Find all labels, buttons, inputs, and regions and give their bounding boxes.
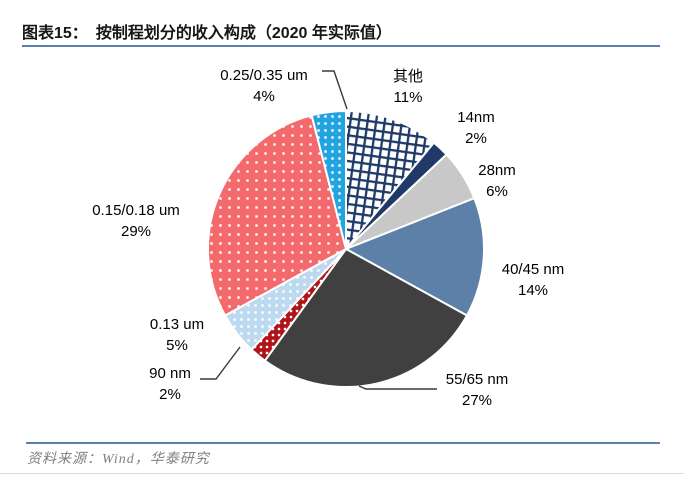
footer-rule [26, 442, 660, 444]
leader-line [200, 346, 241, 380]
source-caption: 资料来源：Wind，华泰研究 [27, 452, 210, 467]
leader-line [322, 70, 348, 110]
pie-slice-4 [345, 197, 485, 317]
pie-slice-8 [207, 114, 347, 317]
pie-slice-5 [263, 248, 468, 388]
leader-line [358, 385, 437, 390]
pie-slice-1 [345, 110, 435, 250]
page-bottom-edge [0, 473, 684, 474]
figure-number-label: 图表15： [22, 25, 88, 42]
pie-slice-9 [310, 110, 347, 250]
figure-title: 按制程划分的收入构成（2020 年实际值） [95, 25, 392, 42]
pie-chart-area: 其他 11% 14nm 2% 28nm 6% 40/45 nm 14% 55/65 nm 27% 9… [0, 50, 684, 440]
pie-svg [200, 70, 485, 390]
title-underline [22, 45, 660, 47]
figure-header: 图表15： 按制程划分的收入构成（2020 年实际值） [22, 19, 392, 43]
